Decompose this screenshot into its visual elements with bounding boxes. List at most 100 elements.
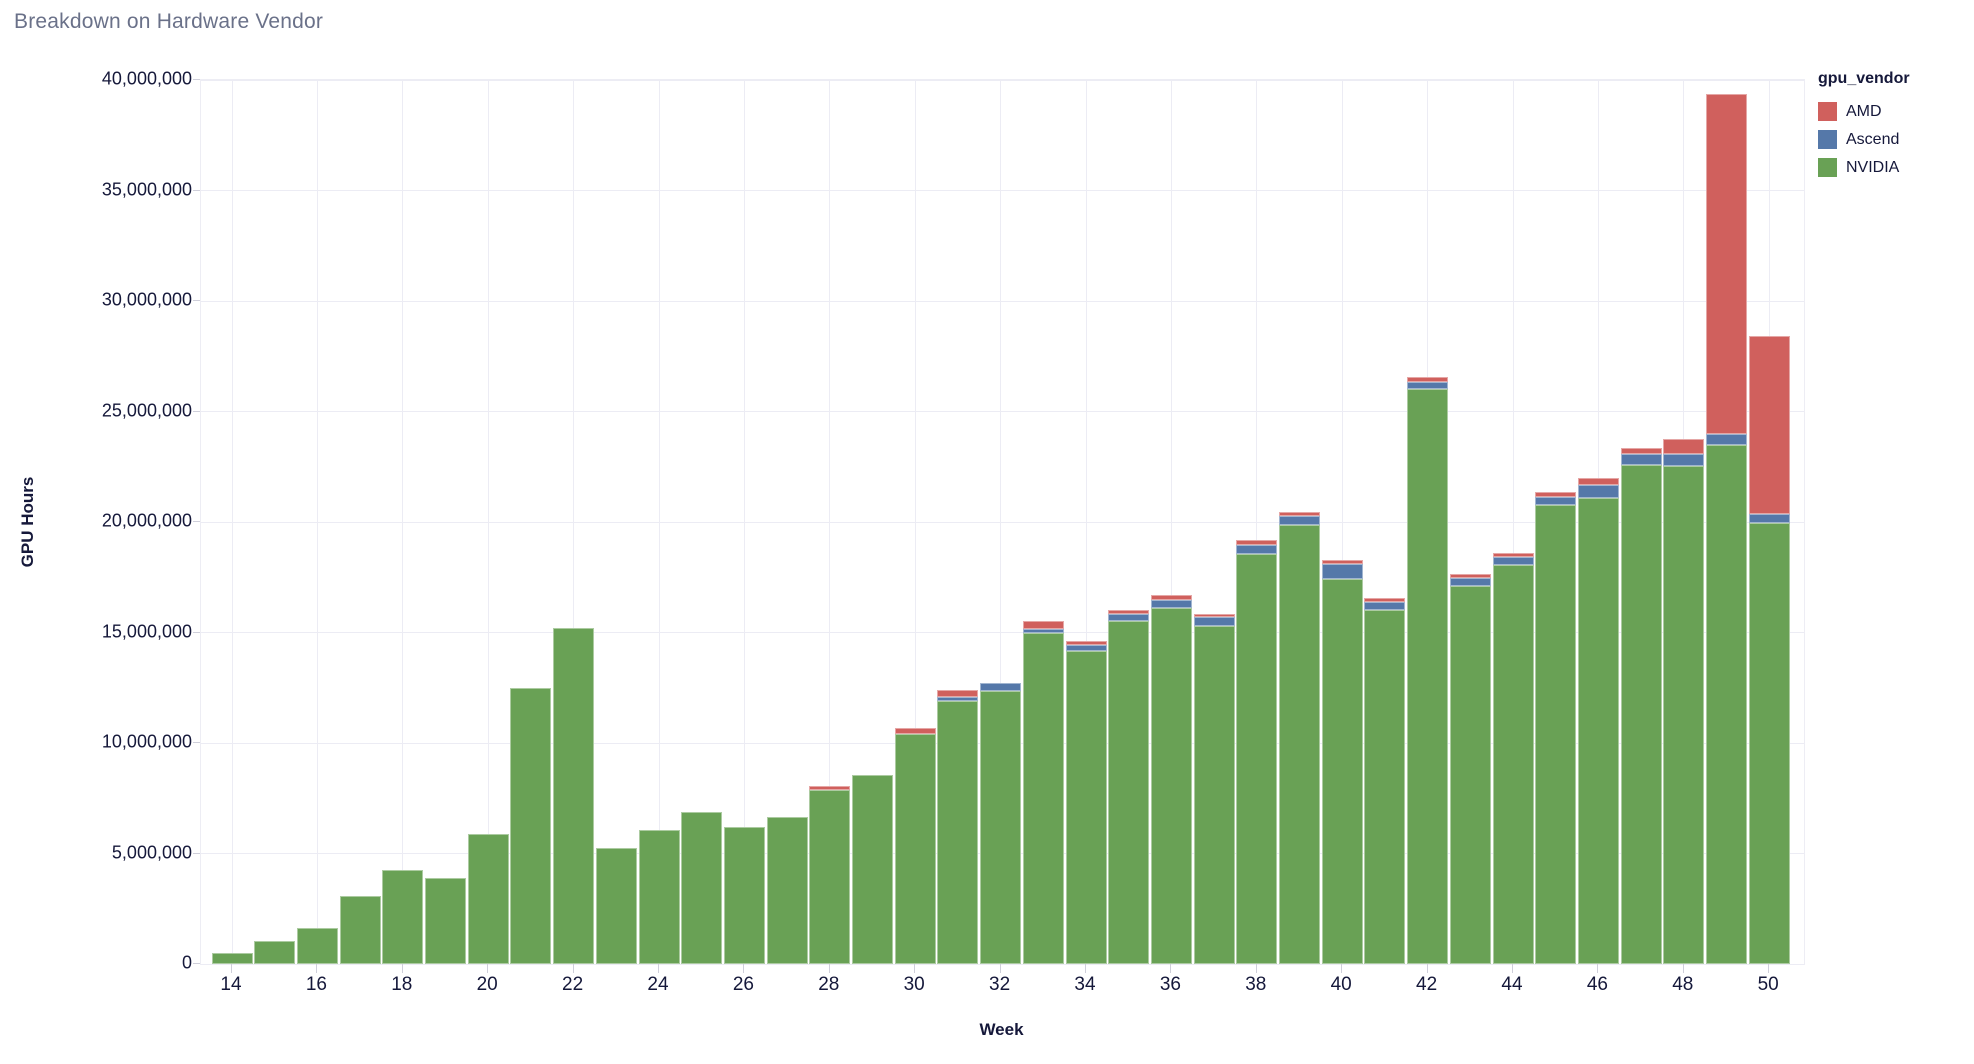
v-gridline <box>231 80 233 964</box>
bar-segment-week34-amd[interactable] <box>1065 641 1107 646</box>
bar-segment-week33-nvidia[interactable] <box>1022 632 1064 964</box>
bar-segment-week28-amd[interactable] <box>809 786 851 791</box>
y-tick-label: 25,000,000 <box>101 400 192 420</box>
bar-segment-week49-nvidia[interactable] <box>1706 444 1747 964</box>
bar-segment-week43-nvidia[interactable] <box>1449 586 1491 964</box>
legend-item-amd[interactable]: AMD <box>1818 102 1968 121</box>
bar-segment-week37-nvidia[interactable] <box>1193 625 1235 964</box>
bar-segment-week49-ascend[interactable] <box>1706 433 1747 445</box>
y-tick-label: 20,000,000 <box>101 510 192 531</box>
bar-segment-week40-amd[interactable] <box>1321 560 1363 565</box>
bar-segment-week39-amd[interactable] <box>1279 512 1320 517</box>
bar-segment-week41-amd[interactable] <box>1364 598 1406 603</box>
bar-segment-week45-ascend[interactable] <box>1535 497 1577 506</box>
bar-segment-week31-nvidia[interactable] <box>937 701 979 964</box>
bar-segment-week25-nvidia[interactable] <box>681 811 723 964</box>
bar-segment-week38-amd[interactable] <box>1236 539 1278 545</box>
bar-segment-week27-nvidia[interactable] <box>766 817 808 964</box>
bar-segment-week50-amd[interactable] <box>1748 336 1790 515</box>
bar-segment-week34-nvidia[interactable] <box>1065 651 1107 964</box>
legend-item-nvidia[interactable]: NVIDIA <box>1818 158 1968 177</box>
bar-segment-week19-nvidia[interactable] <box>425 877 466 964</box>
bar-segment-week40-nvidia[interactable] <box>1321 579 1363 964</box>
legend-swatch-icon <box>1818 102 1837 121</box>
bar-segment-week47-amd[interactable] <box>1620 448 1662 454</box>
x-tick-label: 40 <box>1330 974 1352 995</box>
bar-segment-week44-amd[interactable] <box>1492 553 1534 558</box>
bar-segment-week41-nvidia[interactable] <box>1364 610 1406 964</box>
x-tick-label: 22 <box>562 974 584 995</box>
bar-segment-week34-ascend[interactable] <box>1065 645 1107 652</box>
bar-segment-week46-nvidia[interactable] <box>1577 497 1619 964</box>
bar-segment-week31-amd[interactable] <box>937 689 979 697</box>
bar-segment-week45-amd[interactable] <box>1535 492 1577 498</box>
v-gridline <box>316 80 318 964</box>
bar-segment-week43-amd[interactable] <box>1449 574 1491 579</box>
x-tick-mark <box>658 964 659 973</box>
bar-segment-week40-ascend[interactable] <box>1321 564 1363 580</box>
bar-segment-week50-nvidia[interactable] <box>1748 523 1790 964</box>
bar-segment-week48-amd[interactable] <box>1663 438 1705 454</box>
bar-segment-week38-nvidia[interactable] <box>1236 554 1278 964</box>
bar-segment-week18-nvidia[interactable] <box>382 870 424 964</box>
bar-segment-week46-ascend[interactable] <box>1577 484 1619 498</box>
v-gridline <box>573 80 575 964</box>
bar-segment-week49-amd[interactable] <box>1706 94 1747 434</box>
bar-segment-week37-ascend[interactable] <box>1193 616 1235 626</box>
bar-segment-week32-nvidia[interactable] <box>980 691 1022 964</box>
bar-segment-week26-nvidia[interactable] <box>723 826 765 964</box>
bar-segment-week16-nvidia[interactable] <box>296 927 338 964</box>
bar-segment-week37-amd[interactable] <box>1193 613 1235 617</box>
v-gridline <box>1341 80 1343 964</box>
bar-segment-week33-ascend[interactable] <box>1022 628 1064 633</box>
bar-segment-week39-ascend[interactable] <box>1279 516 1320 526</box>
bar-segment-week24-nvidia[interactable] <box>638 830 680 964</box>
bar-segment-week44-ascend[interactable] <box>1492 557 1534 566</box>
bar-segment-week42-nvidia[interactable] <box>1407 389 1449 964</box>
bar-segment-week30-amd[interactable] <box>894 728 936 735</box>
bar-segment-week35-nvidia[interactable] <box>1108 621 1150 964</box>
bar-segment-week35-ascend[interactable] <box>1108 614 1150 622</box>
bar-segment-week47-ascend[interactable] <box>1620 453 1662 465</box>
bar-segment-week48-nvidia[interactable] <box>1663 465 1705 964</box>
bar-segment-week47-nvidia[interactable] <box>1620 464 1662 964</box>
bar-segment-week36-amd[interactable] <box>1150 595 1192 601</box>
bar-segment-week32-ascend[interactable] <box>980 683 1022 692</box>
bar-segment-week35-amd[interactable] <box>1108 610 1150 615</box>
bar-segment-week22-nvidia[interactable] <box>553 628 595 964</box>
bar-segment-week30-nvidia[interactable] <box>894 734 936 964</box>
y-tick-label: 30,000,000 <box>101 289 192 310</box>
v-gridline <box>402 80 404 964</box>
bar-segment-week21-nvidia[interactable] <box>510 687 552 964</box>
bar-segment-week45-nvidia[interactable] <box>1535 505 1577 964</box>
bar-segment-week38-ascend[interactable] <box>1236 545 1278 555</box>
legend-item-ascend[interactable]: Ascend <box>1818 130 1968 149</box>
bar-segment-week36-nvidia[interactable] <box>1150 608 1192 964</box>
v-gridline <box>743 80 745 964</box>
bar-segment-week17-nvidia[interactable] <box>339 895 381 964</box>
bar-segment-week14-nvidia[interactable] <box>211 952 253 964</box>
bar-segment-week29-nvidia[interactable] <box>852 775 893 964</box>
bar-segment-week33-amd[interactable] <box>1022 620 1064 629</box>
bar-segment-week36-ascend[interactable] <box>1150 600 1192 609</box>
y-tick-mark <box>193 963 200 964</box>
bar-segment-week15-nvidia[interactable] <box>254 940 296 964</box>
bar-segment-week42-amd[interactable] <box>1407 377 1449 383</box>
legend-title: gpu_vendor <box>1818 70 1910 87</box>
h-gridline <box>201 300 1804 302</box>
bar-segment-week48-ascend[interactable] <box>1663 453 1705 466</box>
x-tick-label: 30 <box>903 974 925 995</box>
bar-segment-week28-nvidia[interactable] <box>809 790 851 964</box>
bar-segment-week46-amd[interactable] <box>1577 477 1619 485</box>
y-tick-label: 0 <box>181 952 192 973</box>
bar-segment-week31-ascend[interactable] <box>937 696 979 702</box>
bar-segment-week50-ascend[interactable] <box>1748 514 1790 524</box>
bar-segment-week43-ascend[interactable] <box>1449 578 1491 587</box>
bar-segment-week39-nvidia[interactable] <box>1279 525 1320 964</box>
bar-segment-week41-ascend[interactable] <box>1364 602 1406 611</box>
v-gridline <box>914 80 916 964</box>
bar-segment-week20-nvidia[interactable] <box>467 833 509 964</box>
bar-segment-week42-ascend[interactable] <box>1407 382 1449 390</box>
bar-segment-week44-nvidia[interactable] <box>1492 565 1534 964</box>
bar-segment-week23-nvidia[interactable] <box>595 847 637 964</box>
